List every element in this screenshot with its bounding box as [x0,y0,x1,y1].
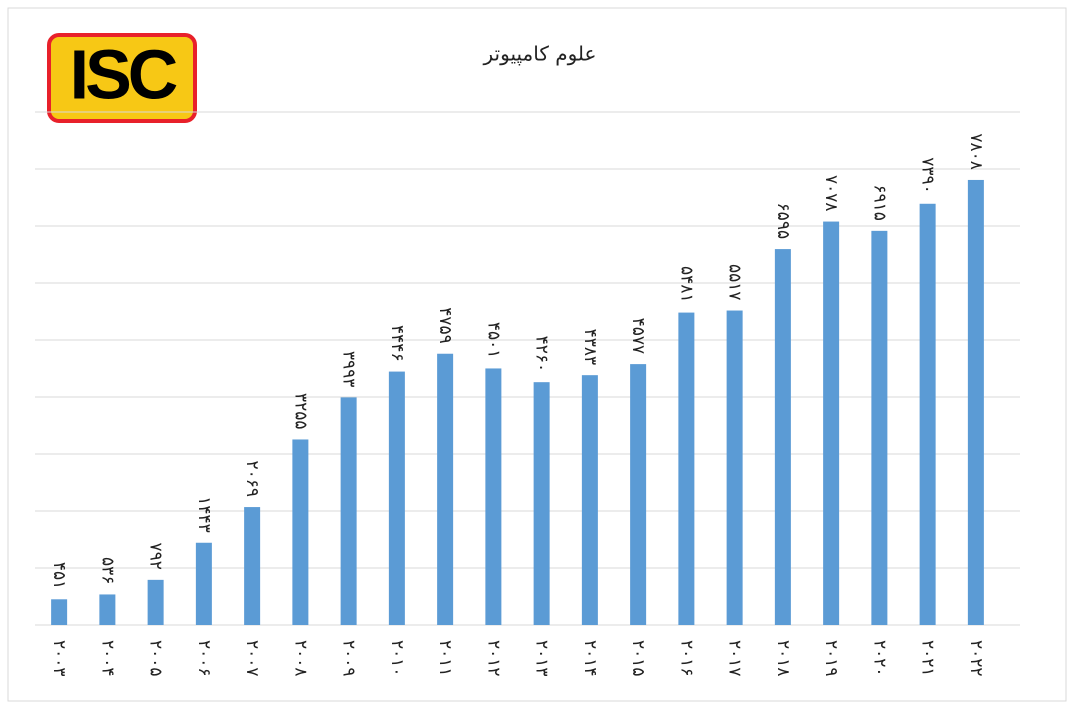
x-tick-label: ۲۰۲۲ [966,640,986,677]
bar [871,230,888,625]
data-label: ۴۳۸۳ [580,329,600,366]
bar [726,310,743,625]
data-label: ۷۸۰۸ [966,133,986,170]
data-label: ۴۴۴۶ [387,325,407,362]
x-tick-label: ۲۰۱۷ [725,640,745,677]
data-label: ۴۵۱ [49,562,69,589]
x-tick-label: ۲۰۰۳ [49,640,69,677]
bar [340,397,357,625]
chart-title: علوم کامپیوتر [483,42,597,67]
logo-badge [47,33,197,123]
x-tick-label: ۲۰۲۰ [869,640,889,677]
x-tick-label: ۲۰۰۹ [339,640,359,677]
x-tick-label: ۲۰۱۹ [821,640,841,677]
bar [99,594,116,625]
x-tick-label: ۲۰۱۸ [773,640,793,677]
bar [581,375,598,625]
x-tick-label: ۲۰۰۴ [97,640,117,677]
data-label: ۶۹۱۵ [869,184,889,221]
bar [919,203,936,625]
data-label: ۳۹۹۳ [339,351,359,388]
logo-text: ISC [70,35,177,113]
bar [533,382,550,625]
x-tick-label: ۲۰۱۲ [483,640,503,677]
data-label: ۶۵۹۵ [773,203,793,240]
data-label: ۷۰۷۸ [821,175,841,212]
bar [678,312,695,625]
bar [195,542,212,625]
bar [388,371,405,625]
x-tick-label: ۲۰۱۳ [532,640,552,677]
data-label: ۷۹۲ [146,542,166,569]
x-tick-label: ۲۰۱۰ [387,640,407,677]
x-tick-label: ۲۰۱۴ [580,640,600,677]
bar [147,579,164,625]
data-label: ۴۵۰۱ [483,322,503,359]
data-label: ۴۲۶۰ [532,336,552,373]
logo: ISC [47,33,197,123]
data-label: ۱۴۴۳ [194,496,214,533]
bar [437,353,454,625]
data-label: ۵۳۶ [97,557,117,584]
bar [244,507,261,625]
data-label: ۵۵۱۷ [725,264,745,301]
x-tick-label: ۲۰۲۱ [918,640,938,677]
bar [823,221,840,625]
x-tick-label: ۲۰۰۷ [242,640,262,677]
bar [630,364,647,625]
x-tick-label: ۲۰۱۶ [676,640,696,677]
data-label: ۳۲۵۵ [290,393,310,430]
x-tick-label: ۲۰۰۶ [194,640,214,677]
data-label: ۴۷۵۹ [435,307,455,344]
bar [51,599,68,625]
data-label: ۴۵۷۷ [628,318,648,355]
x-tick-label: ۲۰۱۵ [628,640,648,677]
bar [967,179,984,625]
x-tick-label: ۲۰۱۱ [435,640,455,677]
data-label: ۷۳۹۰ [918,157,938,194]
bar [485,368,502,625]
bar [774,249,791,625]
data-label: ۵۴۸۱ [676,266,696,303]
bar [292,439,309,625]
x-tick-label: ۲۰۰۵ [146,640,166,677]
data-label: ۲۰۶۹ [242,461,262,498]
x-tick-label: ۲۰۰۸ [290,640,310,677]
